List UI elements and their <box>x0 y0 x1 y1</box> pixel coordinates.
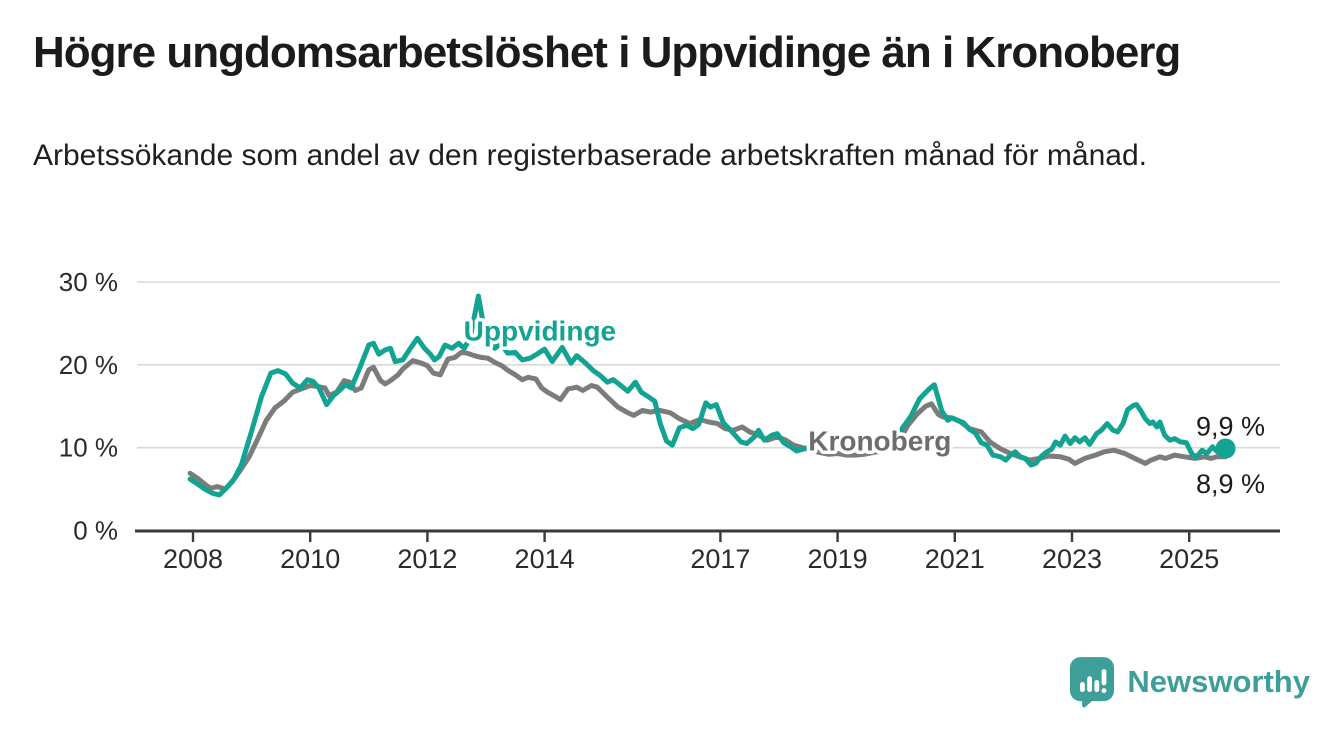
series-label-kronoberg: Kronoberg <box>808 426 951 457</box>
bar-3 <box>1094 680 1100 693</box>
end-value-label-uppvidinge: 9,9 % <box>1196 411 1265 441</box>
y-tick-label: 30 % <box>59 267 118 297</box>
x-tick-label: 2010 <box>280 544 340 574</box>
bar-1 <box>1080 682 1086 693</box>
newsworthy-logo-icon <box>1070 657 1115 708</box>
x-tick-label: 2023 <box>1042 544 1102 574</box>
y-tick-label: 10 % <box>59 433 118 463</box>
x-tick-label: 2025 <box>1159 544 1219 574</box>
x-tick-label: 2008 <box>163 544 223 574</box>
page-title: Högre ungdomsarbetslöshet i Uppvidinge ä… <box>33 28 1181 77</box>
x-tick-label: 2014 <box>515 544 575 574</box>
x-tick-label: 2017 <box>690 544 750 574</box>
y-tick-label: 20 % <box>59 350 118 380</box>
x-tick-label: 2019 <box>808 544 868 574</box>
line-chart: 0 % 10 % 20 % 30 % 2008 2010 2012 2014 2017 2019 2… <box>59 267 1280 574</box>
exclamation-bar <box>1101 669 1107 686</box>
end-point-dot <box>1215 438 1236 459</box>
series-line-uppvidinge <box>187 293 1228 498</box>
x-tick-label: 2012 <box>397 544 457 574</box>
y-tick-label: 0 % <box>73 516 118 546</box>
newsworthy-logo-text: Newsworthy <box>1127 664 1310 699</box>
x-tick-label: 2021 <box>925 544 985 574</box>
newsworthy-brand: Newsworthy <box>1069 656 1310 708</box>
series-label-uppvidinge: Uppvidinge <box>464 315 616 346</box>
chart-subtitle: Arbetssökande som andel av den registerb… <box>33 139 1147 172</box>
series-line-kronoberg <box>187 349 1228 492</box>
exclamation-dot <box>1101 688 1107 694</box>
bar-2 <box>1087 676 1093 693</box>
end-value-label-kronoberg: 8,9 % <box>1196 469 1265 499</box>
